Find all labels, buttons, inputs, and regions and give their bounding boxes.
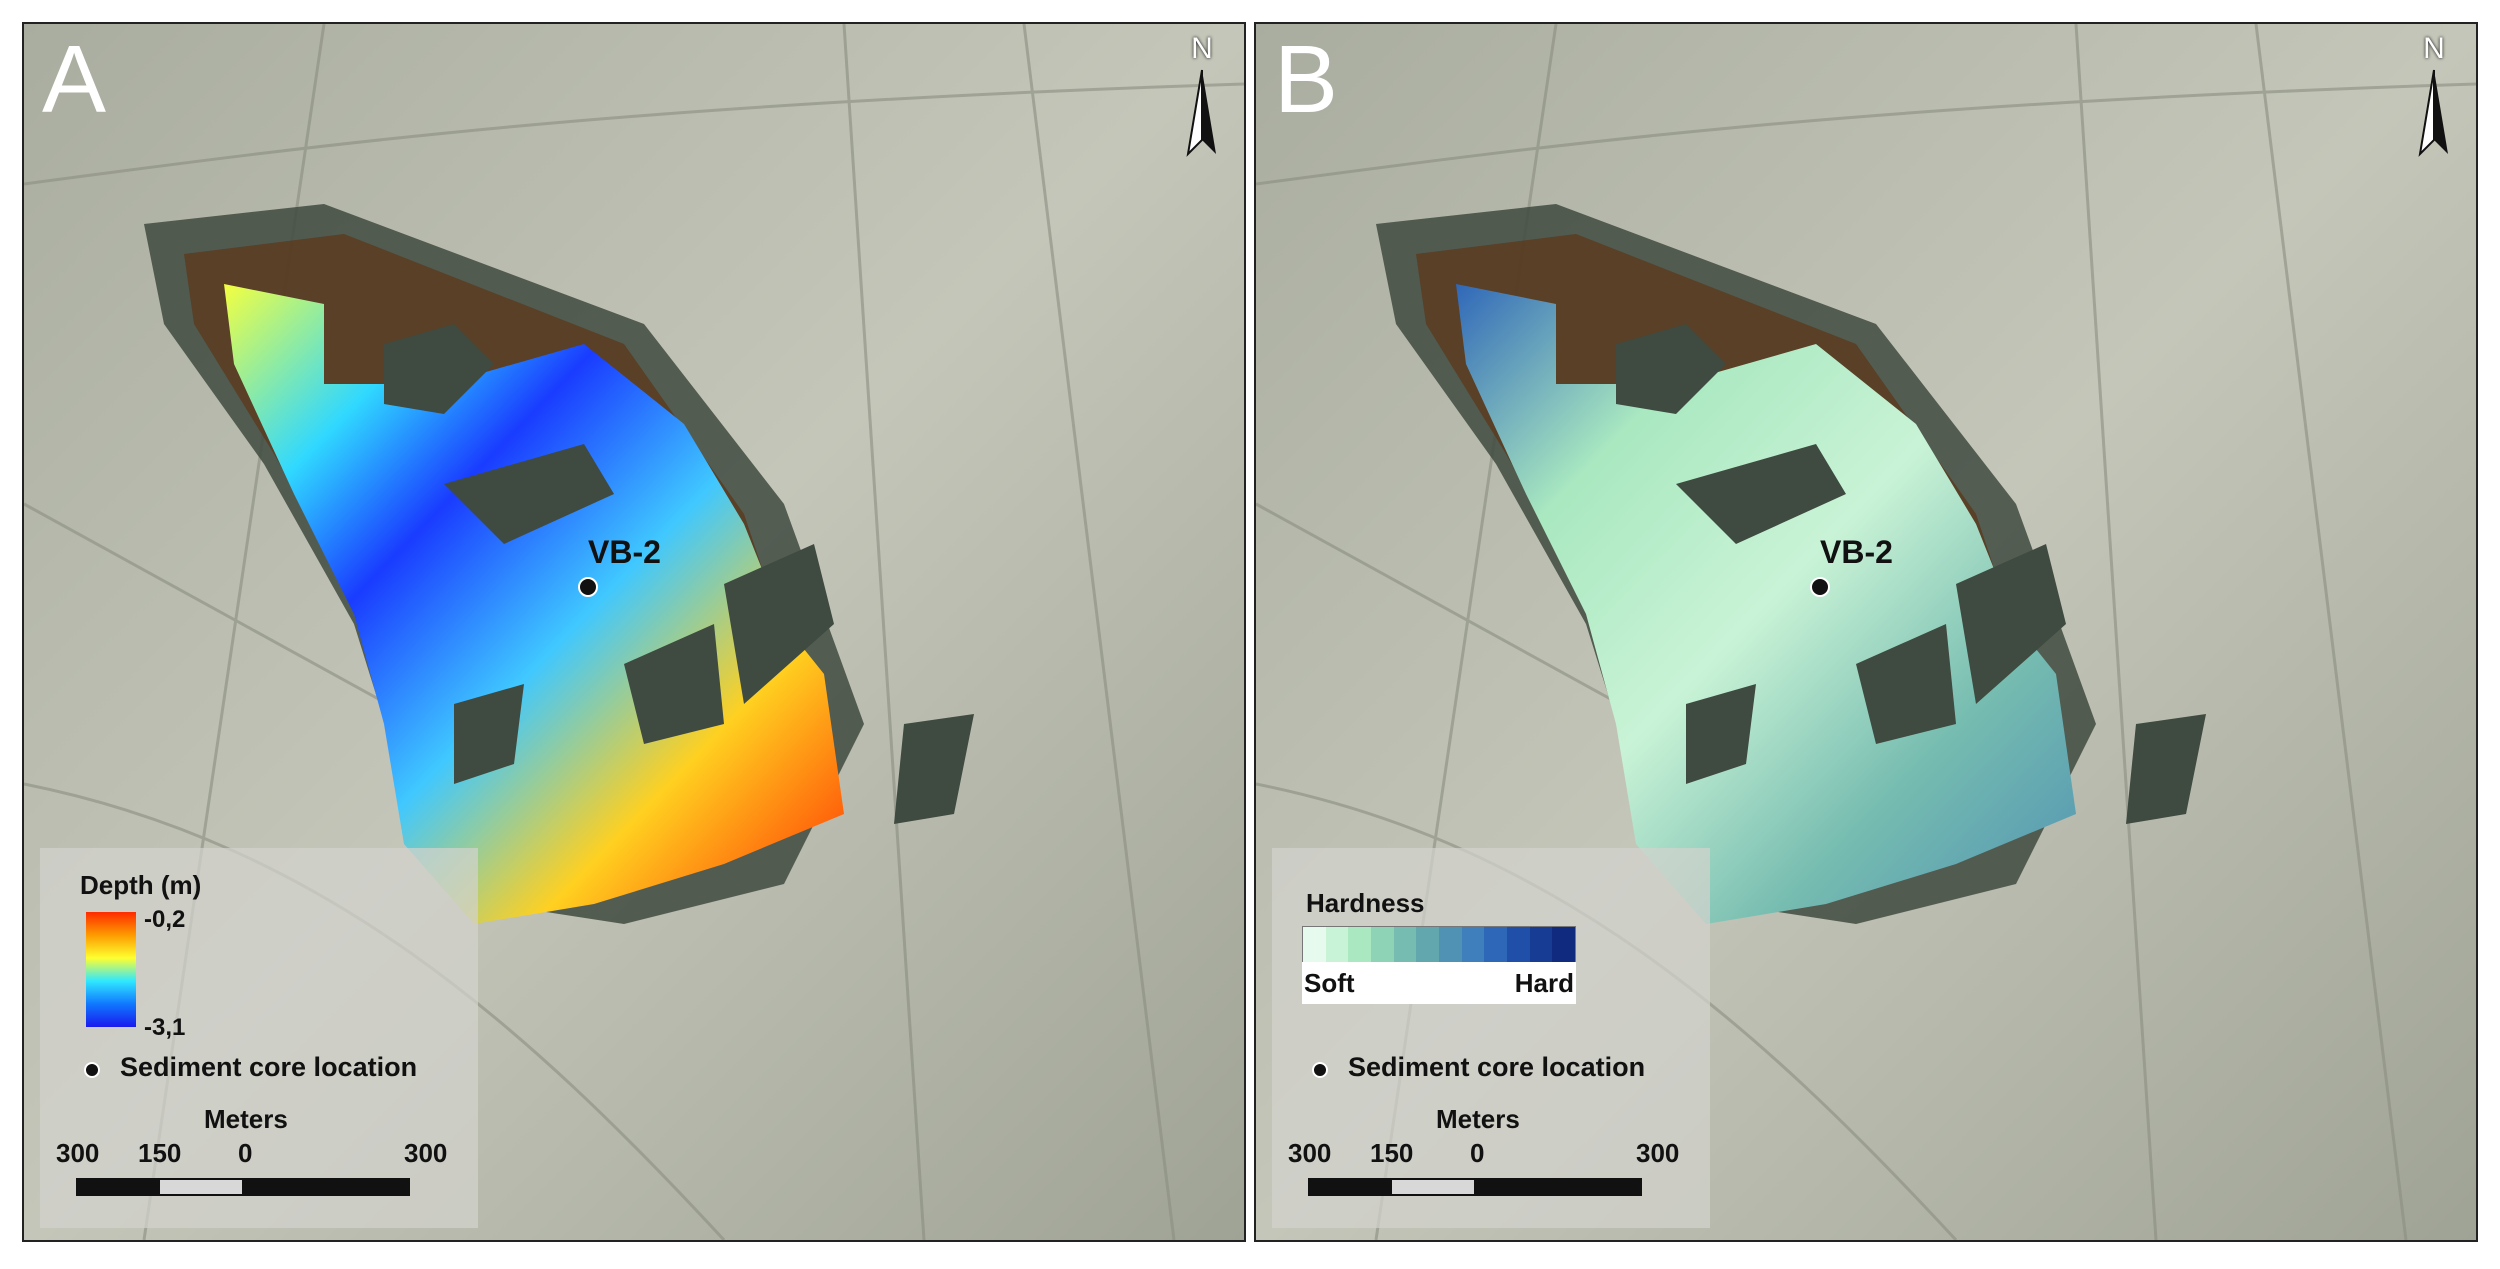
sediment-core-marker <box>578 577 598 597</box>
hardness-color-ramp <box>1302 926 1576 964</box>
north-arrow-icon <box>2418 69 2448 157</box>
sediment-core-label: Sediment core location <box>120 1052 418 1082</box>
hardness-ramp-step <box>1303 927 1326 963</box>
hardness-ramp-step <box>1529 927 1553 963</box>
map-panel-a: A N VB-2 Depth (m) -0,2 -3,1 Sediment co… <box>22 22 1246 1242</box>
hardness-ramp-step <box>1416 927 1440 963</box>
hardness-soft-label: Soft <box>1304 968 1355 998</box>
sediment-core-marker <box>1810 577 1830 597</box>
sediment-core-symbol <box>84 1062 100 1078</box>
north-label: N <box>1191 32 1213 65</box>
legend: Hardness Soft Hard Sediment core locatio… <box>1272 848 1710 1228</box>
depth-color-ramp <box>86 912 136 1027</box>
scale-tick: 300 <box>1288 1138 1332 1168</box>
hardness-ramp-step <box>1507 927 1530 963</box>
scale-tick: 0 <box>1470 1138 1485 1168</box>
hardness-ramp-step <box>1439 927 1462 963</box>
legend-title: Hardness <box>1306 888 1425 918</box>
panel-letter: B <box>1274 26 1339 133</box>
panel-letter: A <box>42 26 107 133</box>
scale-bar <box>1308 1178 1642 1196</box>
north-arrow: N <box>2404 32 2464 162</box>
hardness-ramp-step <box>1552 927 1576 963</box>
north-arrow-icon <box>1186 69 1216 157</box>
depth-min-label: -3,1 <box>144 1014 186 1041</box>
scale-tick: 150 <box>1370 1138 1414 1168</box>
hardness-ramp-step <box>1484 927 1508 963</box>
depth-max-label: -0,2 <box>144 906 186 933</box>
north-arrow: N <box>1172 32 1232 162</box>
scale-title: Meters <box>204 1104 288 1134</box>
legend-title: Depth (m) <box>80 870 202 900</box>
site-label: VB-2 <box>588 534 661 570</box>
sediment-core-symbol <box>1312 1062 1328 1078</box>
scale-tick: 300 <box>1636 1138 1680 1168</box>
scale-title: Meters <box>1436 1104 1520 1134</box>
hardness-hard-label: Hard <box>1514 968 1574 998</box>
map-panel-b: B N VB-2 Hardness Soft Hard Sediment cor… <box>1254 22 2478 1242</box>
sediment-core-label: Sediment core location <box>1348 1052 1646 1082</box>
hardness-ramp-step <box>1393 927 1417 963</box>
scale-tick: 300 <box>404 1138 448 1168</box>
scale-tick: 150 <box>138 1138 182 1168</box>
hardness-label-box: Soft Hard <box>1302 962 1576 1004</box>
legend: Depth (m) -0,2 -3,1 Sediment core locati… <box>40 848 478 1228</box>
hardness-ramp-step <box>1371 927 1394 963</box>
scale-tick: 0 <box>238 1138 253 1168</box>
north-label: N <box>2423 32 2445 65</box>
hardness-ramp-step <box>1461 927 1485 963</box>
hardness-ramp-step <box>1325 927 1349 963</box>
hardness-ramp-step <box>1348 927 1372 963</box>
scale-bar <box>76 1178 410 1196</box>
site-label: VB-2 <box>1820 534 1893 570</box>
scale-tick: 300 <box>56 1138 100 1168</box>
